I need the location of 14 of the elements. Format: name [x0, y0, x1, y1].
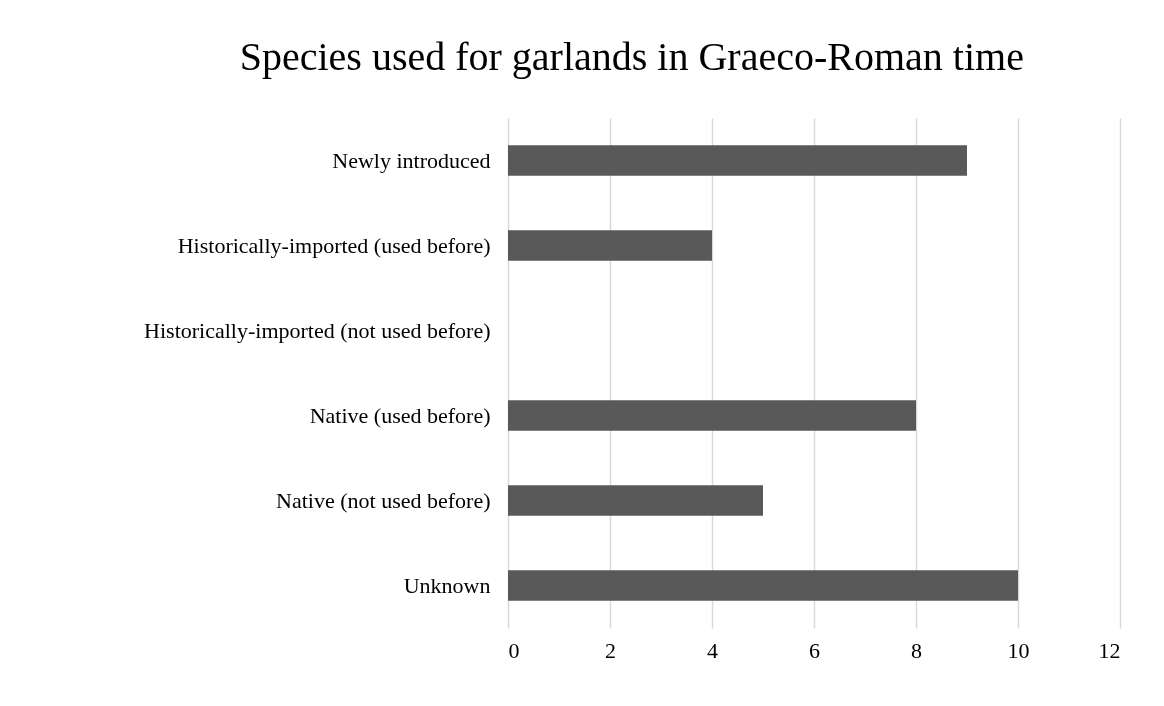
y-tick-label: Native (not used before)	[276, 487, 491, 513]
x-tick-label: 0	[508, 637, 520, 663]
chart-title: Species used for garlands in Graeco-Roman time	[239, 34, 1024, 79]
x-tick-label: 8	[911, 637, 922, 663]
y-tick-label: Newly introduced	[332, 147, 491, 173]
y-tick-label: Historically-imported (used before)	[177, 232, 491, 258]
y-tick-label: Historically-imported (not used before)	[144, 317, 491, 343]
x-tick-label: 2	[605, 637, 616, 663]
x-tick-label: 4	[707, 637, 718, 663]
x-tick-label: 6	[809, 637, 820, 663]
y-tick-label: Native (used before)	[309, 402, 491, 428]
y-tick-label: Unknown	[403, 572, 491, 598]
x-tick-label: 10	[1007, 637, 1030, 663]
x-tick-label: 12	[1098, 637, 1121, 663]
